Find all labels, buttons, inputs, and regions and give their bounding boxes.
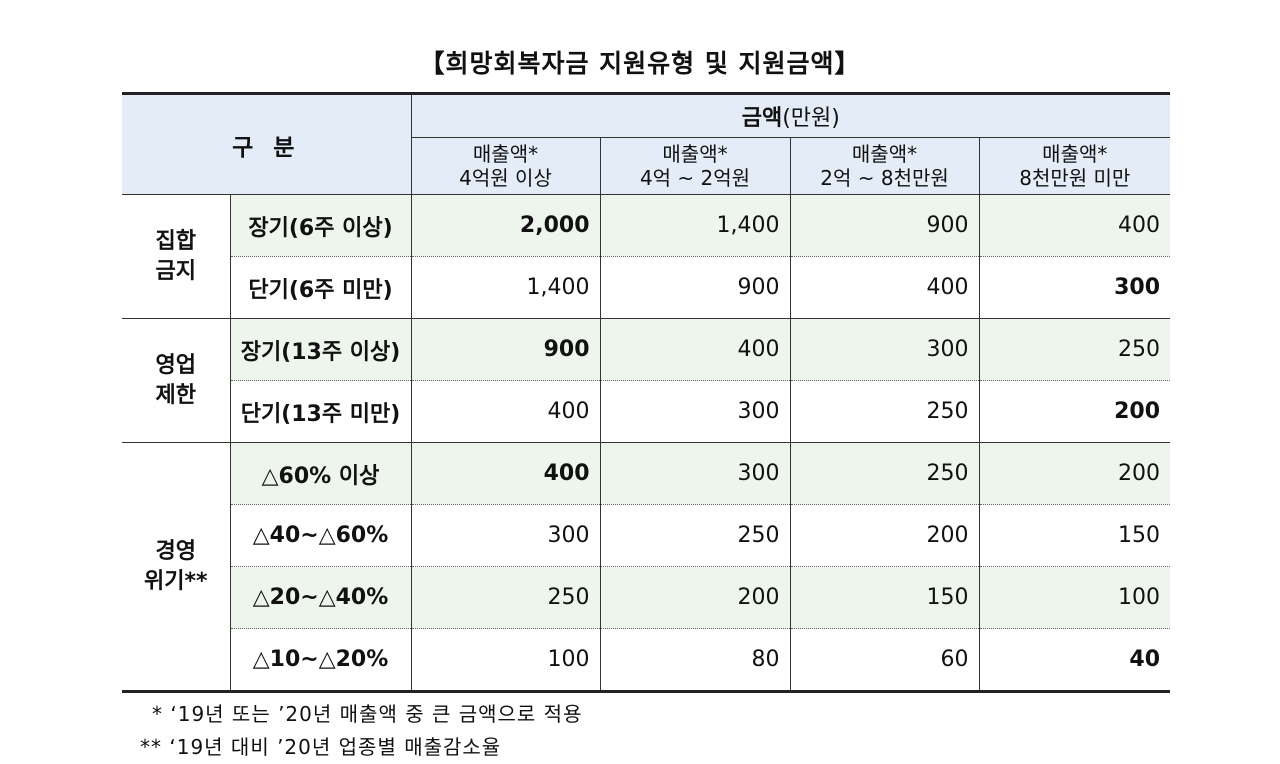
- amount-cell: 250: [789, 380, 980, 443]
- table-row: 집합 금지 장기(6주 이상) 2,000 1,400 900 400: [122, 194, 1171, 319]
- amount-cell: 400: [978, 194, 1171, 257]
- amount-cell: 200: [599, 566, 791, 629]
- column-line1: 매출액*: [662, 142, 728, 166]
- amount-cell: 200: [978, 442, 1171, 505]
- amount-cell: 250: [410, 566, 601, 629]
- amount-unit: (만원): [782, 106, 840, 131]
- amount-cell: 200: [978, 380, 1171, 443]
- row-label: △60% 이상: [229, 442, 412, 505]
- amount-cell: 60: [789, 628, 980, 693]
- amount-cell: 2,000: [410, 194, 601, 257]
- column-line2: 4억원 이상: [459, 166, 552, 190]
- amount-cell: 300: [599, 380, 791, 443]
- column-line2: 4억 ~ 2억원: [639, 166, 751, 190]
- amount-cell: 250: [599, 504, 791, 567]
- table-row: 경영 위기** △60% 이상 400 300 250 200: [122, 442, 1171, 693]
- amount-cell: 400: [410, 380, 601, 443]
- amount-cell: 80: [599, 628, 791, 693]
- amount-cell: 400: [410, 442, 601, 505]
- revenue-column-header: 매출액* 8천만원 미만: [978, 137, 1171, 195]
- amount-cell: 100: [410, 628, 601, 693]
- table-row: 영업 제한 장기(13주 이상) 900 400 300 250: [122, 318, 1171, 443]
- amount-cell: 1,400: [410, 256, 601, 319]
- table-row: 단기(13주 미만) 400 300 250 200: [122, 380, 1171, 443]
- amount-cell: 1,400: [599, 194, 791, 257]
- table-row: △40~△60% 300 250 200 150: [122, 504, 1171, 567]
- amount-cell: 150: [789, 566, 980, 629]
- table-title: 【희망회복자금 지원유형 및 지원금액】: [419, 49, 861, 78]
- column-line1: 매출액*: [851, 142, 918, 166]
- column-line1: 매출액*: [1042, 142, 1108, 166]
- group-label-line1: 경영: [155, 538, 196, 564]
- amount-label: 금액: [741, 106, 783, 131]
- amount-cell: 300: [599, 442, 791, 505]
- row-label: 장기(13주 이상): [229, 318, 412, 381]
- amount-cell: 300: [978, 256, 1171, 319]
- group-label-line1: 집합: [155, 228, 196, 254]
- revenue-column-header: 매출액* 2억 ~ 8천만원: [789, 137, 980, 195]
- category-header: 구 분: [122, 92, 412, 195]
- amount-cell: 250: [789, 442, 980, 505]
- amount-cell: 900: [789, 194, 980, 257]
- amount-cell: 300: [410, 504, 601, 567]
- revenue-column-header: 매출액* 4억 ~ 2억원: [599, 137, 791, 195]
- group-label-line2: 위기**: [144, 568, 208, 594]
- group-label-line2: 금지: [155, 258, 196, 284]
- amount-cell: 40: [978, 628, 1171, 693]
- revenue-column-header: 매출액* 4억원 이상: [410, 137, 601, 195]
- column-line2: 2억 ~ 8천만원: [820, 166, 949, 190]
- amount-cell: 250: [978, 318, 1171, 381]
- footnotes: * ‘19년 또는 ’20년 매출액 중 큰 금액으로 적용 ** ‘19년 대…: [140, 698, 582, 764]
- row-label: △10~△20%: [229, 628, 412, 693]
- table-row: △20~△40% 250 200 150 100: [122, 566, 1171, 629]
- row-label: 장기(6주 이상): [229, 194, 412, 257]
- amount-cell: 400: [599, 318, 791, 381]
- group-label-line1: 영업: [155, 352, 196, 378]
- column-line2: 8천만원 미만: [1019, 166, 1131, 190]
- row-label: 단기(6주 미만): [229, 256, 412, 319]
- column-line1: 매출액*: [472, 142, 539, 166]
- amount-header: 금액(만원): [410, 92, 1171, 138]
- footnote-2: ** ‘19년 대비 ’20년 업종별 매출감소율: [140, 735, 502, 759]
- amount-cell: 300: [789, 318, 980, 381]
- group-label-line2: 제한: [155, 382, 196, 408]
- amount-cell: 100: [978, 566, 1171, 629]
- amount-cell: 900: [410, 318, 601, 381]
- row-label: △40~△60%: [229, 504, 412, 567]
- amount-cell: 200: [789, 504, 980, 567]
- amount-cell: 150: [978, 504, 1171, 567]
- amount-cell: 400: [789, 256, 980, 319]
- table-row: 단기(6주 미만) 1,400 900 400 300: [122, 256, 1171, 319]
- row-label: 단기(13주 미만): [229, 380, 412, 443]
- row-label: △20~△40%: [229, 566, 412, 629]
- amount-cell: 900: [599, 256, 791, 319]
- footnote-1: * ‘19년 또는 ’20년 매출액 중 큰 금액으로 적용: [152, 702, 583, 726]
- support-amount-table: 구 분 금액(만원) 매출액* 4억원 이상 매출액* 4억 ~ 2억원 매출액* 2억 …: [122, 92, 1171, 693]
- table-row: △10~△20% 100 80 60 40: [122, 628, 1171, 693]
